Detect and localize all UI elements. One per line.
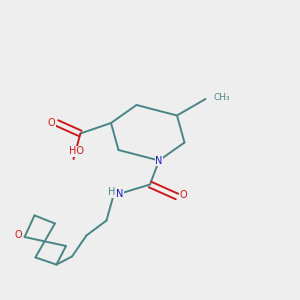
- Text: CH₃: CH₃: [214, 93, 230, 102]
- Text: O: O: [15, 230, 22, 241]
- Text: HO: HO: [69, 146, 84, 157]
- Text: N: N: [155, 155, 163, 166]
- Text: O: O: [180, 190, 188, 200]
- Text: O: O: [48, 118, 56, 128]
- Text: N: N: [116, 189, 123, 199]
- Text: H: H: [108, 187, 116, 197]
